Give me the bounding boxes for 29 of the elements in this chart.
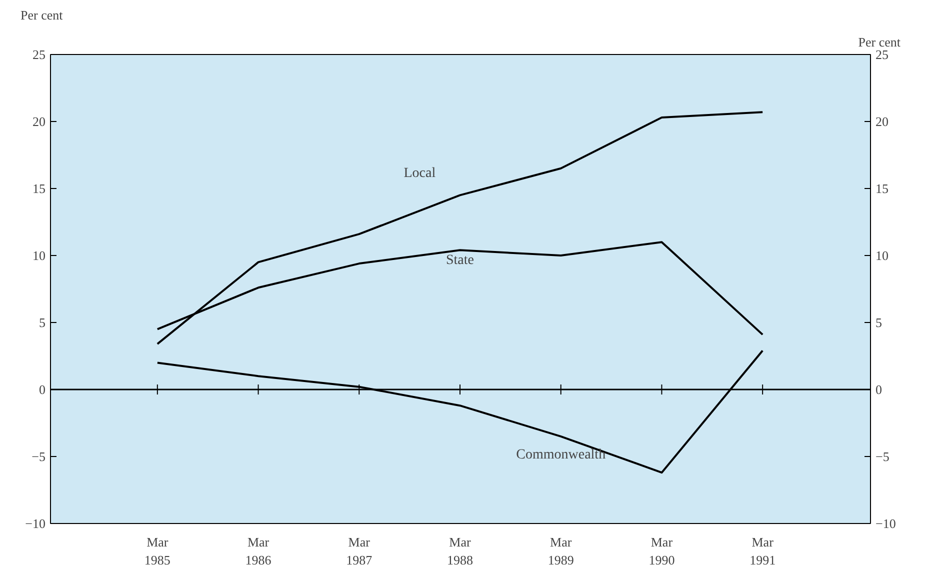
y-tick-label: 20 [32, 114, 46, 129]
series-label: State [446, 253, 474, 268]
y-tick-label: 10 [32, 248, 46, 263]
y-tick-label: −10 [25, 516, 46, 531]
x-tick-label: Mar 1985 [144, 534, 170, 568]
y-axis-title: Per cent [20, 8, 64, 22]
y-tick-label: 25 [32, 47, 46, 62]
y2-tick-label: 20 [876, 114, 888, 129]
y2-tick-label: −10 [876, 516, 896, 531]
y-tick-label: −5 [32, 449, 46, 464]
y2-tick-label: 5 [876, 315, 882, 330]
x-tick-label: Mar 1991 [750, 534, 776, 568]
x-tick-label: Mar 1986 [245, 534, 272, 568]
y2-tick-label: 10 [876, 248, 888, 263]
y-tick-label: 0 [39, 382, 46, 397]
y2-tick-label: 25 [876, 47, 888, 62]
y2-tick-label: 15 [876, 181, 888, 196]
x-tick-label: Mar 1987 [346, 534, 373, 568]
y2-axis-title: Per cent [858, 34, 901, 50]
y-tick-label: 5 [39, 315, 46, 330]
x-tick-label: Mar 1990 [648, 534, 675, 568]
line-series [156, 111, 764, 345]
y2-tick-label: 0 [876, 382, 882, 397]
x-tick-label: Mar 1989 [548, 534, 574, 568]
y-tick-label: 15 [32, 181, 46, 196]
x-tick-label: Mar 1988 [446, 534, 473, 568]
y2-tick-label: −5 [876, 449, 890, 464]
series-label: Commonwealth [516, 447, 606, 462]
series-label: Local [404, 166, 436, 182]
